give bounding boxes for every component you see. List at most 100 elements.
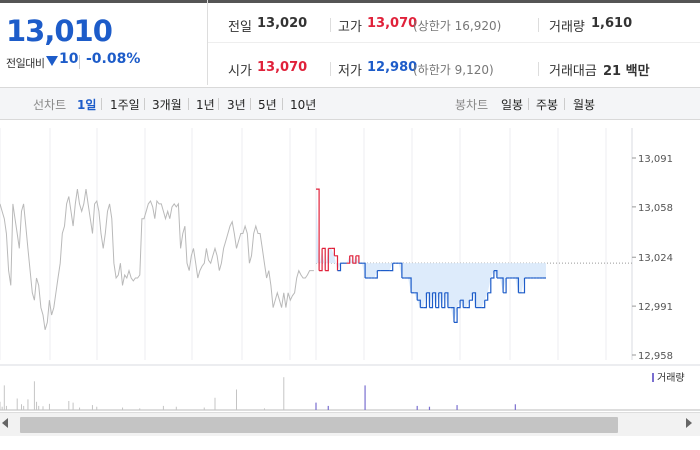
- series-segment: [417, 299, 421, 308]
- y-axis: 13,091 13,058 13,024 12,991 12,958: [632, 154, 673, 362]
- series-segment: [426, 292, 431, 308]
- series-segment: [493, 270, 498, 278]
- series-segment: [472, 292, 477, 308]
- divider: [101, 98, 102, 110]
- volume-legend-swatch: [652, 373, 654, 382]
- low-label: 저가: [338, 64, 362, 79]
- divider: [282, 98, 283, 110]
- series-segment: [515, 277, 519, 293]
- y-tick-label: 13,091: [638, 154, 673, 165]
- scroll-right-icon[interactable]: [686, 418, 692, 428]
- divider: [188, 98, 189, 110]
- series-segment: [503, 278, 507, 294]
- down-arrow-icon: [46, 56, 58, 66]
- divider: [79, 55, 80, 69]
- divider: [528, 98, 529, 110]
- prev-close-value: 13,020: [257, 16, 308, 31]
- series-segment: [481, 300, 486, 309]
- series-segment: [389, 263, 394, 272]
- series-segment: [441, 292, 446, 309]
- tab-weekly[interactable]: 주봉: [536, 98, 559, 112]
- open-value: 13,070: [257, 60, 308, 75]
- period-tab-bar: [0, 88, 700, 120]
- series-segment: [450, 307, 455, 323]
- series-segment: [362, 262, 366, 278]
- scroll-left-icon[interactable]: [2, 418, 8, 428]
- change-label: 전일대비: [6, 57, 45, 70]
- volume-label: 거래량: [549, 20, 585, 35]
- prev-close-label: 전일: [228, 20, 252, 35]
- divider: [144, 98, 145, 110]
- tab-3-years[interactable]: 3년: [227, 98, 246, 112]
- series-segment: [334, 255, 339, 271]
- tab-1-year[interactable]: 1년: [196, 98, 215, 112]
- change-percent: -0.08%: [86, 51, 141, 67]
- series-segment: [484, 292, 489, 301]
- series-segment: [331, 247, 335, 256]
- tab-1-week[interactable]: 1주일: [110, 98, 140, 112]
- series-segment: [521, 278, 526, 294]
- series-segment: [337, 263, 342, 272]
- series-segment: [454, 307, 458, 323]
- chart-grid: [0, 128, 633, 360]
- prev-day-series: [0, 189, 314, 330]
- series-segment: [398, 262, 403, 278]
- current-price: 13,010: [6, 14, 113, 48]
- intraday-chart: 13,091 13,058 13,024 12,991 12,958 거래량: [0, 128, 700, 411]
- y-tick-label: 12,958: [638, 351, 673, 362]
- change-value: 10: [59, 51, 79, 67]
- series-segment: [319, 248, 323, 272]
- divider: [208, 42, 700, 43]
- tab-daily[interactable]: 일봉: [501, 98, 524, 112]
- tab-1-day[interactable]: 1일: [77, 98, 97, 112]
- tab-5-years[interactable]: 5년: [258, 98, 277, 112]
- divider: [218, 98, 219, 110]
- tab-3-months[interactable]: 3개월: [152, 98, 182, 112]
- series-segment: [414, 292, 418, 301]
- series-segment: [460, 299, 464, 308]
- divider: [330, 18, 331, 32]
- series-segment: [466, 300, 470, 309]
- series-segment: [432, 292, 437, 308]
- volume-legend-label: 거래량: [657, 372, 685, 384]
- divider: [538, 62, 539, 76]
- high-value: 13,070: [367, 16, 418, 31]
- series-segment: [423, 292, 427, 309]
- y-tick-label: 12,991: [638, 302, 673, 313]
- divider: [250, 98, 251, 110]
- candle-chart-label: 봉차트: [455, 98, 489, 112]
- series-segment: [349, 255, 354, 264]
- series-segment: [352, 255, 357, 264]
- series-segment: [322, 247, 326, 271]
- series-segment: [438, 292, 443, 308]
- series-segment: [490, 270, 495, 279]
- series-segment: [469, 292, 473, 301]
- series-segment: [316, 188, 320, 271]
- high-label: 고가: [338, 20, 362, 35]
- volume-pane: 거래량: [0, 364, 700, 411]
- amount-label: 거래대금: [549, 64, 597, 79]
- series-segment: [355, 255, 360, 264]
- series-segment: [408, 277, 412, 293]
- lower-limit: (하한가 9,120): [413, 63, 494, 77]
- amount-value: 21 백만: [603, 64, 650, 79]
- series-segment: [325, 248, 329, 272]
- line-chart-label: 선차트: [33, 98, 67, 112]
- divider: [564, 98, 565, 110]
- open-label: 시가: [228, 64, 252, 79]
- today-series: [316, 188, 546, 323]
- quote-panel: [0, 0, 700, 88]
- divider: [330, 62, 331, 76]
- low-value: 12,980: [367, 60, 418, 75]
- scroll-thumb[interactable]: [20, 417, 618, 433]
- tab-monthly[interactable]: 월봉: [573, 98, 596, 112]
- series-segment: [444, 292, 449, 308]
- divider: [538, 18, 539, 32]
- series-segment: [374, 270, 378, 279]
- series-segment: [346, 255, 351, 264]
- series-segment: [429, 292, 434, 309]
- upper-limit: (상한가 16,920): [413, 19, 502, 33]
- y-tick-label: 13,024: [638, 253, 673, 264]
- tab-10-years[interactable]: 10년: [290, 98, 317, 112]
- series-segment: [435, 292, 440, 309]
